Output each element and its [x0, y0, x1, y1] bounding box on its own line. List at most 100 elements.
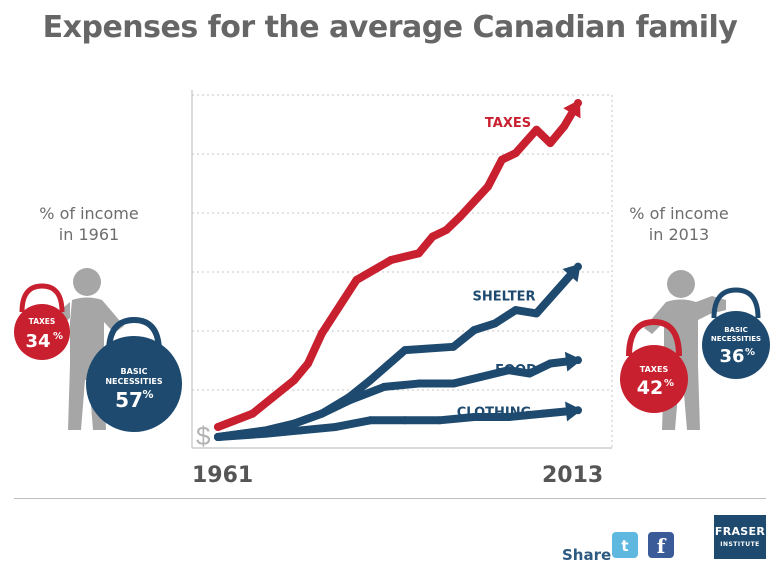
taxes-data-point — [387, 255, 396, 264]
taxes-data-point — [248, 409, 257, 418]
right-taxes-value: 42 — [637, 377, 663, 399]
taxes-data-point — [269, 392, 278, 401]
left-taxes-percent: % — [53, 331, 63, 342]
series-layer — [214, 99, 582, 441]
right-taxes-bag: TAXES 42 % — [620, 318, 688, 413]
clothing-data-point — [214, 433, 222, 441]
left-person-head — [73, 268, 101, 296]
left-caption: % of income in 1961 — [24, 203, 154, 245]
twitter-glyph: t — [621, 537, 629, 555]
left-necessities-percent: % — [142, 388, 153, 401]
food-data-point — [477, 372, 486, 381]
page-title: Expenses for the average Canadian family — [42, 10, 738, 45]
x-tick-label-start: 1961 — [192, 463, 254, 488]
taxes-data-point — [290, 376, 299, 385]
clothing-data-point — [504, 412, 513, 421]
right-necessities-label-line2: NECESSITIES — [711, 335, 761, 343]
share-label: Share — [562, 546, 612, 564]
right-caption-line1: % of income — [629, 204, 729, 223]
left-caption-line2: in 1961 — [58, 225, 120, 244]
food-series-arrowhead — [564, 351, 582, 372]
clothing-data-point — [366, 416, 375, 425]
taxes-data-point — [352, 276, 361, 285]
shelter-data-point — [553, 286, 562, 295]
food-data-point — [345, 396, 354, 405]
taxes-data-point — [442, 225, 451, 234]
food-data-point — [317, 409, 326, 418]
clothing-series-arrowhead — [565, 401, 582, 422]
facebook-glyph: f — [656, 534, 666, 558]
taxes-series-label: TAXES — [485, 116, 531, 131]
shelter-data-point — [400, 346, 409, 355]
food-data-point — [525, 369, 534, 378]
left-taxes-value: 34 — [25, 331, 50, 352]
right-necessities-bag-handle — [711, 287, 761, 319]
taxes-data-point — [317, 329, 326, 338]
right-necessities-value: 36 — [719, 346, 744, 367]
shelter-data-point — [574, 262, 582, 271]
right-necessities-bag: BASIC NECESSITIES 36 % — [702, 287, 770, 379]
taxes-data-point — [414, 249, 423, 258]
left-necessities-bag-handle — [106, 316, 162, 353]
logo-line1: FRASER — [714, 525, 766, 538]
series-labels: SHELTER FOOD CLOTHING TAXES — [457, 116, 537, 420]
clothing-data-point — [435, 416, 444, 425]
food-data-point — [380, 382, 389, 391]
shelter-data-point — [470, 326, 479, 335]
right-person-head — [667, 270, 695, 298]
food-data-point — [414, 379, 423, 388]
taxes-data-point — [428, 232, 437, 241]
taxes-data-point — [214, 422, 222, 431]
taxes-data-point — [511, 149, 520, 158]
x-tick-label-end: 2013 — [542, 463, 604, 488]
left-necessities-bag: BASIC NECESSITIES 57 % — [86, 316, 182, 432]
taxes-data-point — [497, 155, 506, 164]
clothing-data-point — [262, 429, 271, 438]
taxes-series-line — [214, 108, 577, 431]
facebook-icon[interactable]: f — [648, 532, 674, 558]
y-axis-symbol: $ — [196, 421, 211, 451]
clothing-data-point — [331, 422, 340, 431]
logo-line2: INSTITUTE — [720, 541, 760, 548]
footer-divider — [14, 498, 766, 499]
left-taxes-bag: TAXES 34 % — [14, 283, 70, 360]
food-data-point — [290, 419, 299, 428]
right-taxes-label: TAXES — [640, 365, 669, 374]
left-necessities-bag-body — [86, 336, 182, 432]
clothing-data-point — [297, 426, 306, 435]
clothing-data-point — [470, 412, 479, 421]
left-necessities-label-line1: BASIC — [121, 367, 148, 376]
clothing-data-point — [574, 406, 582, 415]
shelter-data-point — [490, 319, 499, 328]
right-necessities-label-line1: BASIC — [724, 326, 748, 334]
left-taxes-bag-handle — [19, 283, 65, 313]
clothing-data-point — [539, 409, 548, 418]
right-caption-line2: in 2013 — [648, 225, 710, 244]
food-data-point — [449, 379, 458, 388]
right-taxes-bag-body — [620, 345, 688, 413]
left-taxes-label: TAXES — [29, 317, 56, 326]
taxes-data-point — [532, 125, 541, 134]
right-necessities-bag-body — [702, 311, 770, 379]
shelter-series-label: SHELTER — [472, 290, 535, 305]
taxes-data-point — [574, 99, 582, 107]
twitter-icon[interactable]: t — [612, 532, 638, 558]
right-taxes-bag-handle — [626, 318, 682, 357]
right-necessities-percent: % — [745, 347, 755, 358]
left-necessities-value: 57 — [115, 388, 143, 412]
taxes-data-point — [304, 359, 312, 368]
fraser-institute-logo[interactable]: FRASER INSTITUTE — [714, 515, 766, 559]
left-necessities-label-line2: NECESSITIES — [105, 377, 163, 386]
clothing-data-point — [400, 416, 409, 425]
shelter-data-point — [366, 376, 375, 385]
left-caption-line1: % of income — [39, 204, 139, 223]
food-data-point — [504, 366, 513, 375]
shelter-data-point — [532, 309, 541, 318]
gridlines — [192, 94, 613, 448]
food-data-point — [574, 356, 582, 365]
taxes-data-point — [456, 212, 465, 221]
shelter-data-point — [511, 306, 520, 315]
taxes-data-point — [484, 182, 492, 191]
clothing-series-label: CLOTHING — [457, 405, 532, 420]
